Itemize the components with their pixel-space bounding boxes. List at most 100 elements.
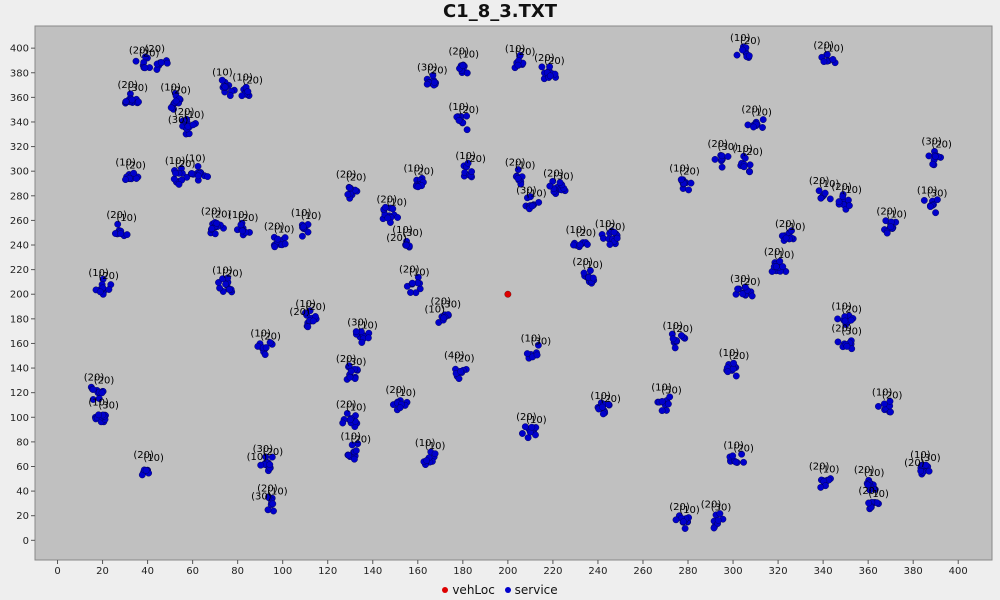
service-point[interactable] [221,83,229,91]
service-point[interactable] [718,152,726,160]
service-point[interactable] [271,243,279,251]
service-point[interactable] [546,63,553,71]
service-point[interactable] [533,351,541,359]
service-point[interactable] [262,453,270,461]
service-point[interactable] [538,63,546,71]
service-point[interactable] [570,241,577,249]
service-point[interactable] [459,62,467,69]
service-point[interactable] [306,307,314,315]
service-point[interactable] [669,335,677,343]
service-point[interactable] [687,179,695,187]
service-point[interactable] [183,116,191,123]
service-point[interactable] [546,72,554,80]
service-point[interactable] [175,180,183,188]
service-point[interactable] [666,393,674,401]
service-point[interactable] [194,162,202,170]
service-point[interactable] [599,403,606,411]
service-point[interactable] [345,184,353,192]
service-point[interactable] [268,453,276,461]
service-point[interactable] [817,194,825,202]
service-point[interactable] [423,80,431,88]
service-point[interactable] [261,351,269,358]
service-point[interactable] [523,350,531,357]
service-point[interactable] [843,342,851,350]
service-point[interactable] [122,176,129,184]
service-point[interactable] [344,191,352,198]
service-point[interactable] [580,269,588,277]
service-point[interactable] [157,59,165,66]
service-point[interactable] [238,227,246,235]
service-point[interactable] [528,423,536,431]
service-point[interactable] [264,506,272,514]
service-point[interactable] [95,411,103,419]
service-point[interactable] [922,461,930,469]
service-point[interactable] [714,516,722,524]
service-point[interactable] [455,117,463,124]
service-point[interactable] [216,284,224,292]
service-point[interactable] [929,160,937,168]
service-point[interactable] [584,241,591,248]
service-point[interactable] [847,316,855,324]
service-point[interactable] [741,283,749,291]
service-point[interactable] [829,56,837,63]
service-point[interactable] [677,176,685,184]
service-point[interactable] [225,286,233,293]
service-point[interactable] [932,209,939,217]
service-point[interactable] [266,461,274,468]
service-point[interactable] [408,279,416,287]
service-point[interactable] [384,214,392,222]
service-point[interactable] [266,339,274,346]
service-point[interactable] [680,518,687,526]
service-point[interactable] [846,202,853,210]
service-point[interactable] [658,407,666,414]
service-point[interactable] [222,280,230,288]
service-point[interactable] [672,516,680,524]
service-point[interactable] [117,230,125,238]
service-point[interactable] [468,168,475,176]
service-point[interactable] [740,163,748,171]
service-point[interactable] [519,430,526,437]
service-point[interactable] [345,451,352,459]
service-point[interactable] [834,338,842,346]
service-point[interactable] [269,500,277,508]
service-point[interactable] [213,219,221,227]
service-point[interactable] [835,198,843,206]
service-point[interactable] [262,344,270,351]
service-point[interactable] [396,404,404,412]
service-point[interactable] [132,57,140,65]
service-point[interactable] [170,175,178,183]
service-point[interactable] [281,240,289,248]
service-point[interactable] [423,457,430,464]
service-point[interactable] [528,202,536,210]
service-point[interactable] [219,275,227,283]
service-point[interactable] [776,257,784,265]
service-point[interactable] [932,153,939,160]
service-point[interactable] [172,169,179,177]
service-point[interactable] [759,124,766,131]
service-point[interactable] [514,61,522,69]
service-point[interactable] [732,372,740,380]
service-point[interactable] [535,198,543,206]
service-point[interactable] [759,116,767,124]
service-point[interactable] [746,168,753,176]
service-point[interactable] [364,334,372,342]
service-point[interactable] [142,466,150,474]
service-point[interactable] [739,290,746,298]
service-point[interactable] [817,483,825,491]
service-point[interactable] [535,341,542,349]
service-point[interactable] [96,288,104,296]
service-point[interactable] [457,368,464,375]
service-point[interactable] [257,461,265,469]
service-point[interactable] [741,154,749,162]
service-point[interactable] [347,367,355,375]
service-point[interactable] [122,98,130,105]
service-point[interactable] [123,231,131,239]
service-point[interactable] [605,400,612,408]
service-point[interactable] [710,524,718,532]
service-point[interactable] [610,228,618,236]
service-point[interactable] [887,223,895,231]
service-point[interactable] [309,317,317,325]
service-point[interactable] [343,409,351,417]
service-point[interactable] [304,228,312,236]
service-point[interactable] [304,323,312,331]
